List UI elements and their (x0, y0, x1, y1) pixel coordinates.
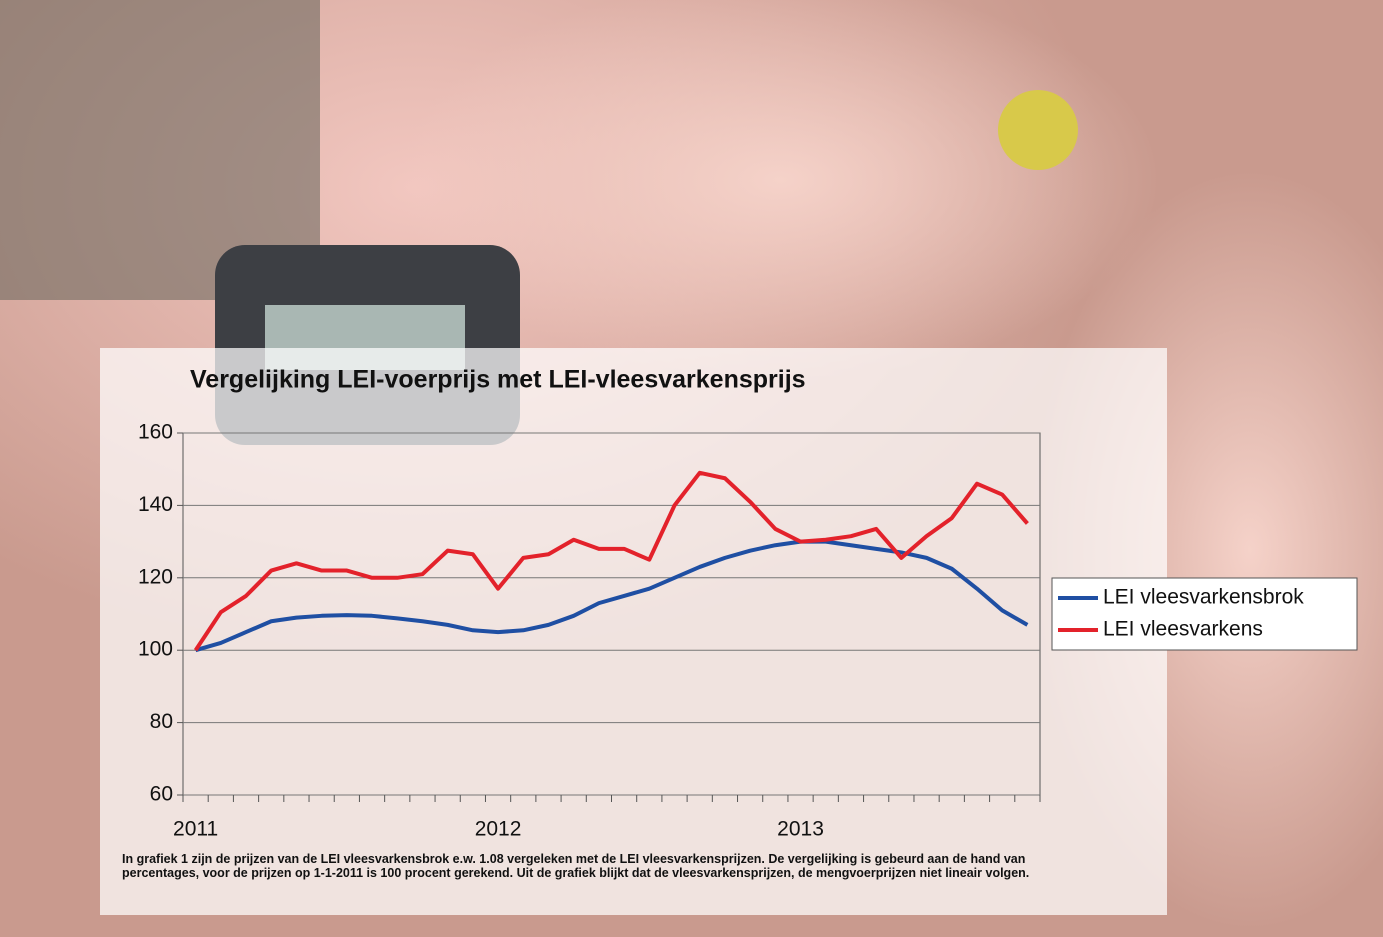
legend-label: LEI vleesvarkens (1103, 618, 1263, 641)
legend (1051, 577, 1358, 651)
line-series (195, 539, 1029, 653)
x-tick-label: 2013 (777, 818, 824, 841)
line-series (193, 470, 1029, 652)
y-tick-label: 160 (138, 421, 173, 444)
y-tick-label: 100 (138, 638, 173, 661)
chart-panel (100, 348, 1167, 915)
photo-eartag (998, 90, 1078, 170)
photo-pig (400, 0, 1160, 380)
caption: In grafiek 1 zijn de prijzen van de LEI … (122, 852, 1030, 880)
y-tick-label: 120 (138, 565, 173, 588)
x-tick-label: 2012 (475, 818, 522, 841)
y-tick-label: 80 (150, 710, 173, 733)
chart-title: Vergelijking LEI-voerprijs met LEI-vlees… (190, 366, 806, 394)
x-tick-label: 2011 (173, 818, 218, 841)
y-tick-label: 60 (150, 783, 173, 806)
y-tick-label: 140 (138, 493, 173, 516)
legend-label: LEI vleesvarkensbrok (1103, 586, 1304, 609)
